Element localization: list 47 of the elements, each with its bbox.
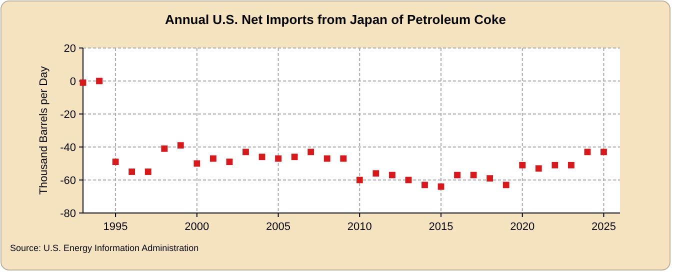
- point: [372, 170, 380, 177]
- x-tick-label: 2020: [510, 221, 535, 233]
- point: [438, 183, 444, 190]
- point: [291, 154, 298, 160]
- point: [242, 148, 249, 156]
- y-tick-label: -60: [60, 175, 76, 187]
- point: [177, 142, 184, 149]
- point: [519, 162, 526, 168]
- point: [308, 148, 314, 156]
- y-tick-label: -80: [60, 208, 76, 220]
- point: [470, 172, 477, 178]
- x-tick-label: 1995: [103, 221, 128, 233]
- point: [112, 158, 119, 166]
- point: [340, 155, 347, 162]
- point: [324, 155, 330, 162]
- point: [275, 155, 282, 162]
- chart-title: Annual U.S. Net Imports from Japan of Petroleum Coke: [165, 12, 506, 27]
- x-tick-label: 2015: [428, 221, 454, 233]
- point: [258, 154, 266, 160]
- x-tick-label: 2010: [347, 221, 372, 233]
- point: [600, 148, 607, 156]
- x-tick-label: 2000: [184, 221, 210, 233]
- point: [194, 160, 200, 167]
- y-tick-label: -40: [60, 142, 76, 154]
- y-tick-label: 0: [70, 76, 76, 88]
- point: [422, 182, 428, 188]
- point: [80, 79, 86, 86]
- point: [226, 158, 233, 166]
- x-tick-label: 2025: [591, 221, 616, 233]
- point: [535, 165, 542, 172]
- point: [502, 182, 510, 188]
- point: [144, 168, 152, 175]
- y-axis-title: Thousand Barrels per Day: [38, 66, 50, 195]
- y-tick-label: 20: [64, 43, 76, 55]
- point: [161, 145, 168, 152]
- point: [454, 172, 460, 178]
- point: [552, 162, 558, 168]
- point: [96, 78, 102, 84]
- y-tick-label: -20: [60, 109, 76, 121]
- source-note: Source: U.S. Energy Information Administration: [10, 243, 199, 253]
- point: [486, 175, 494, 182]
- point: [568, 162, 574, 168]
- point: [128, 168, 136, 175]
- x-tick-label: 2005: [266, 221, 291, 233]
- point: [210, 155, 216, 162]
- point: [388, 172, 396, 178]
- point: [356, 176, 363, 184]
